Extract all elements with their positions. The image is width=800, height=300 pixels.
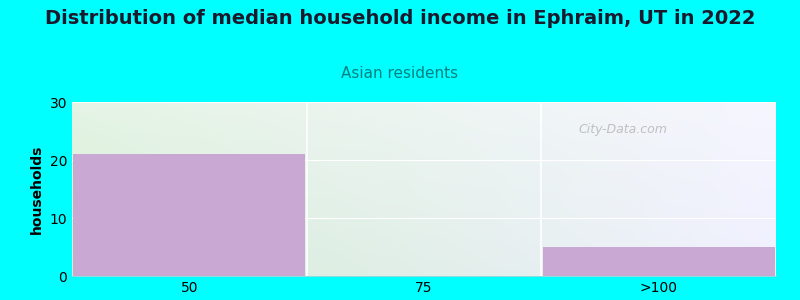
- Text: City-Data.com: City-Data.com: [579, 123, 668, 136]
- Y-axis label: households: households: [30, 144, 44, 234]
- Bar: [542, 247, 775, 276]
- Text: Asian residents: Asian residents: [342, 66, 458, 81]
- Text: Distribution of median household income in Ephraim, UT in 2022: Distribution of median household income …: [45, 9, 755, 28]
- Bar: [73, 154, 306, 276]
